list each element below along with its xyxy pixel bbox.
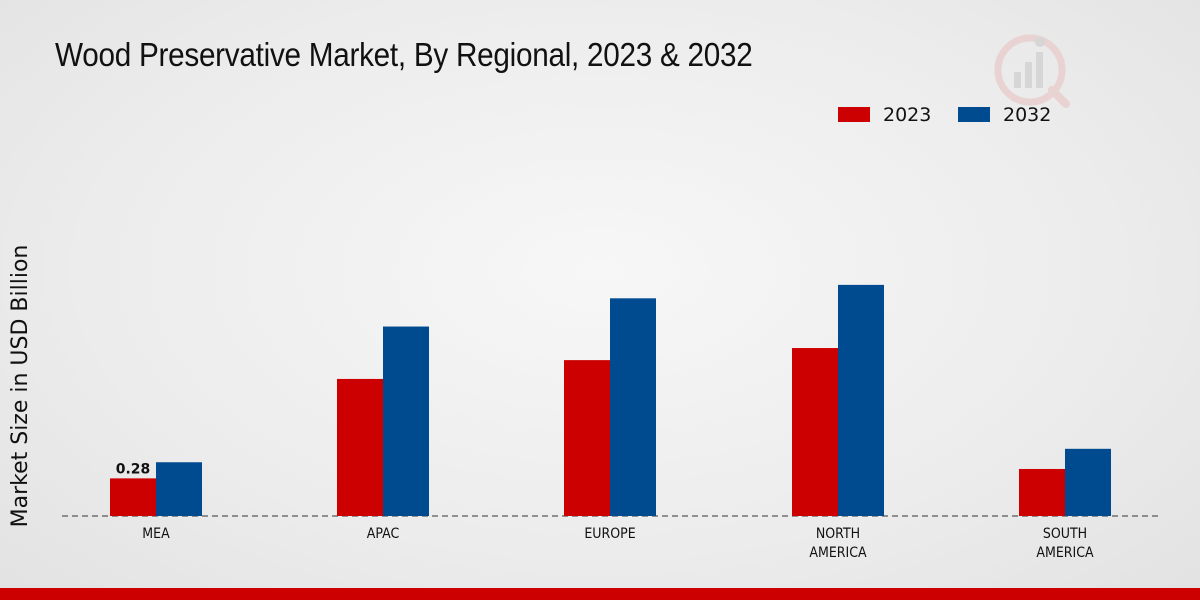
x-tick-label: SOUTH AMERICA <box>1036 526 1093 561</box>
bar-2032-3 <box>838 284 884 516</box>
legend-label-2032: 2032 <box>1003 104 1051 126</box>
legend-swatch-2023 <box>838 107 870 122</box>
bar-2023-4 <box>1019 468 1065 516</box>
bar-2032-0 <box>156 462 202 516</box>
bar-2023-2 <box>564 360 610 516</box>
bar-2032-1 <box>383 326 429 516</box>
bar-2023-0 <box>110 478 156 516</box>
data-label: 0.28 <box>116 461 151 477</box>
x-tick-label: NORTH AMERICA <box>809 526 866 561</box>
legend-swatch-2032 <box>958 107 990 122</box>
bar-2032-2 <box>610 298 656 516</box>
chart-title: Wood Preservative Market, By Regional, 2… <box>55 36 753 73</box>
x-tick-label: APAC <box>367 526 400 542</box>
x-tick-label: MEA <box>142 526 169 542</box>
bar-2023-3 <box>792 348 838 516</box>
legend-label-2023: 2023 <box>883 104 931 126</box>
x-tick-label: EUROPE <box>584 526 635 542</box>
bar-2023-1 <box>337 378 383 516</box>
watermark-logo-icon <box>994 34 1070 108</box>
bar-2032-4 <box>1065 448 1111 516</box>
y-axis-label: Market Size in USD Billion <box>8 245 33 528</box>
footer-bar <box>0 588 1200 600</box>
